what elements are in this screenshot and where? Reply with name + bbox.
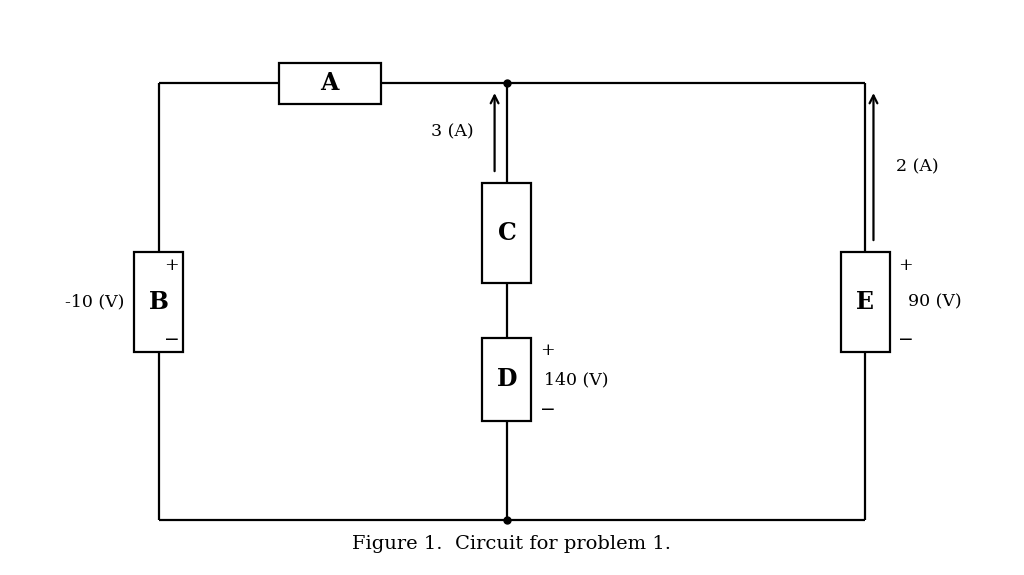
Text: +: + xyxy=(540,342,554,359)
Text: D: D xyxy=(497,367,517,392)
Text: −: − xyxy=(164,331,179,348)
Text: C: C xyxy=(498,221,516,245)
Bar xyxy=(134,252,183,352)
Text: 90 (V): 90 (V) xyxy=(908,293,962,310)
Text: +: + xyxy=(898,258,912,274)
Bar xyxy=(841,252,890,352)
Text: 3 (A): 3 (A) xyxy=(431,124,474,141)
Bar xyxy=(482,338,531,421)
Text: B: B xyxy=(148,290,169,314)
Text: Figure 1.  Circuit for problem 1.: Figure 1. Circuit for problem 1. xyxy=(352,535,672,553)
Text: −: − xyxy=(540,401,555,419)
Text: 140 (V): 140 (V) xyxy=(544,371,608,388)
Text: A: A xyxy=(321,71,339,95)
Text: E: E xyxy=(856,290,874,314)
Bar xyxy=(482,183,531,283)
Text: +: + xyxy=(164,258,178,274)
Text: 2 (A): 2 (A) xyxy=(896,158,939,175)
Text: -10 (V): -10 (V) xyxy=(65,293,124,310)
Bar xyxy=(279,63,381,104)
Text: −: − xyxy=(898,331,913,348)
